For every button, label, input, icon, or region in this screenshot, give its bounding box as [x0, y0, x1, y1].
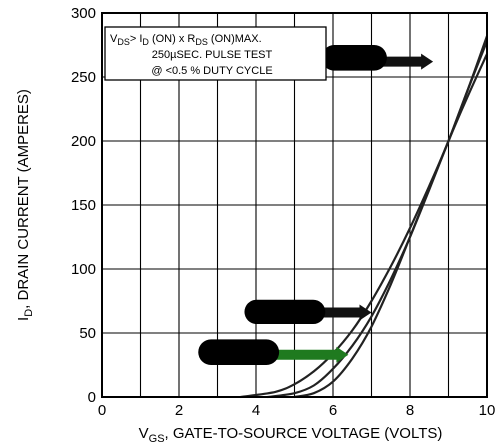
callout-arrow [275, 346, 349, 363]
y-axis-label: ID, DRAIN CURRENT (AMPERES) [15, 89, 35, 321]
note-box [104, 26, 327, 81]
callout-label-box [321, 45, 387, 71]
note-line-2: 250µSEC. PULSE TEST [152, 49, 273, 61]
y-tick-label: 100 [71, 261, 96, 278]
x-tick-label: 8 [406, 402, 414, 419]
curve-group [240, 35, 489, 399]
y-tick-label: 300 [71, 5, 96, 22]
callout-group [198, 45, 434, 365]
plot-frame [101, 12, 488, 398]
test-condition-note: VDS> ID (ON) x RDS (ON)MAX. 250µSEC. PUL… [104, 26, 327, 81]
note-line-3: @ <0.5 % DUTY CYCLE [151, 65, 272, 77]
x-tick-label: 6 [329, 402, 337, 419]
transfer-curve [240, 35, 489, 399]
x-tick-labels: 0 2 4 6 8 10 [98, 402, 496, 419]
x-tick-label: 4 [252, 402, 260, 419]
x-tick-label: 0 [98, 402, 106, 419]
y-tick-label: 250 [71, 69, 96, 86]
callout-label-box [244, 299, 326, 325]
note-line-1: VDS> ID (ON) x RDS (ON)MAX. [110, 33, 262, 47]
y-tick-label: 0 [88, 389, 96, 406]
x-tick-label: 2 [175, 402, 183, 419]
x-tick-label: 10 [479, 402, 496, 419]
y-tick-label: 150 [71, 197, 96, 214]
y-tick-labels: 0 50 100 150 200 250 300 [71, 5, 96, 406]
y-tick-label: 200 [71, 133, 96, 150]
x-axis-label: VGS, GATE-TO-SOURCE VOLTAGE (VOLTS) [139, 425, 443, 445]
callout-arrow [321, 304, 372, 321]
callout-label-box [198, 339, 280, 365]
callout-arrow [382, 53, 434, 70]
transfer-curve [267, 40, 489, 399]
y-tick-label: 50 [79, 325, 96, 342]
transfer-curve [294, 53, 489, 399]
